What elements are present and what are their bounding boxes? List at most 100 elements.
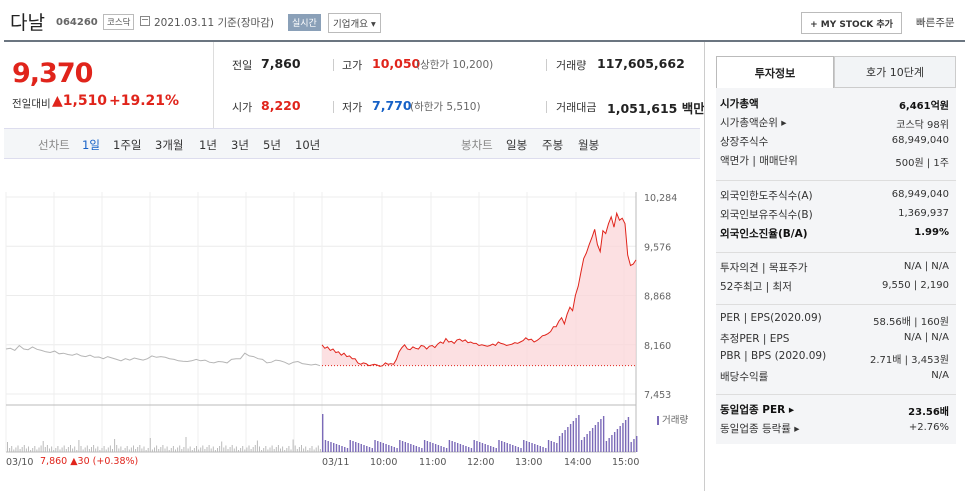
intraday-price-chart[interactable]: 10,284 9,576 8,868 8,160 7,453 03/10 03/11 10:0… [4, 162, 704, 472]
volume-bar [366, 446, 368, 452]
section-divider [716, 180, 956, 181]
period-3m[interactable]: 3개월 [155, 138, 184, 152]
volume-bar [294, 445, 296, 452]
volume-bar [517, 447, 519, 452]
period-3y[interactable]: 3년 [231, 138, 249, 152]
volume-bar [53, 450, 55, 452]
volume-bar [586, 434, 588, 452]
volume-bar [172, 446, 174, 452]
tab-orderbook[interactable]: 호가 10단계 [834, 56, 956, 88]
realtime-button[interactable]: 실시간 [288, 14, 321, 31]
chart-period-bar [4, 128, 700, 159]
volume-bar [61, 447, 63, 452]
period-10y[interactable]: 10년 [295, 138, 321, 152]
company-overview-button[interactable]: 기업개요 ▾ [328, 13, 381, 33]
high-label: 고가 [342, 59, 363, 72]
volume-bar [80, 446, 82, 452]
volume-bar [275, 447, 277, 452]
info-row-label[interactable]: 시가총액순위 ▸ [720, 117, 787, 129]
separator [333, 59, 334, 71]
volume-bar [244, 449, 246, 452]
volume-bar [454, 442, 456, 452]
candle-daily[interactable]: 일봉 [506, 138, 528, 152]
volume-bar [360, 444, 362, 452]
volume-bar [412, 445, 415, 452]
volume-bar [145, 450, 147, 452]
info-row-value: +2.76% [908, 422, 949, 433]
volume-bar [70, 445, 71, 452]
volume-bar [550, 441, 553, 452]
volume-bar [503, 442, 506, 452]
volume-legend-swatch [657, 416, 659, 425]
volume-bar [34, 446, 36, 452]
open-value: 8,220 [261, 98, 301, 113]
info-row-label[interactable]: 동일업종 등락률 ▸ [720, 423, 800, 435]
volume-bar [498, 440, 500, 452]
x-tick-label: 11:00 [419, 457, 446, 468]
volume-bar [166, 446, 168, 452]
volume-bar [273, 449, 275, 452]
candle-weekly[interactable]: 주봉 [542, 138, 564, 152]
volume-bar [298, 447, 300, 452]
volume-bar [307, 450, 309, 452]
info-row-label: PBR | BPS (2020.09) [720, 350, 827, 362]
x-tick-label: 15:00 [612, 457, 639, 468]
prev-day-change: ▲30 [70, 456, 90, 467]
volume-bar [130, 447, 132, 452]
volume-bar [133, 445, 134, 452]
volume-value: 117,605,662 [597, 56, 685, 71]
volume-bar [67, 447, 69, 452]
volume-bar [265, 446, 267, 452]
period-5y[interactable]: 5년 [263, 138, 281, 152]
volume-bar [105, 449, 107, 452]
volume-bar [227, 449, 229, 452]
volume-bar [254, 445, 256, 452]
volume-bar [9, 448, 11, 452]
volume-bar [86, 445, 88, 452]
quick-order-button[interactable]: 빠른주문 [916, 17, 955, 29]
volume-bar [501, 441, 503, 452]
volume-bar [221, 441, 223, 452]
volume-bar [208, 445, 210, 452]
volume-bar [196, 446, 197, 452]
high-value: 10,050 [372, 56, 421, 71]
period-1w[interactable]: 1주일 [113, 138, 142, 152]
volume-bar [421, 448, 423, 452]
tab-investment-info[interactable]: 투자정보 [716, 56, 834, 88]
period-1y[interactable]: 1년 [199, 138, 217, 152]
volume-bar [19, 449, 21, 452]
volume-bar [602, 416, 605, 452]
volume-bar [160, 447, 162, 452]
info-row-label: 액면가 | 매매단위 [720, 155, 798, 167]
volume-bar [608, 438, 610, 452]
volume-bar [443, 447, 445, 452]
volume-bar [333, 443, 335, 452]
volume-bar [564, 430, 566, 452]
period-1d[interactable]: 1일 [82, 138, 100, 152]
volume-bar [156, 445, 158, 452]
volume-bar [225, 445, 227, 452]
candle-chart-label: 봉차트 [461, 138, 493, 152]
candle-monthly[interactable]: 월봉 [578, 138, 600, 152]
volume-bar [591, 428, 594, 452]
x-tick-label: 03/11 [322, 457, 349, 468]
separator [546, 101, 547, 113]
volume-bar [492, 447, 495, 452]
info-row-label[interactable]: 동일업종 PER ▸ [720, 404, 795, 416]
volume-bar [189, 446, 191, 452]
add-my-stock-button[interactable]: + MY STOCK 추가 [801, 12, 902, 34]
price-divider [213, 42, 214, 128]
volume-bar [288, 446, 290, 452]
volume-bar [206, 447, 208, 452]
volume-bar [580, 440, 583, 452]
stock-name: 다날 [10, 12, 45, 34]
volume-bar [437, 445, 440, 452]
volume-bar [346, 448, 349, 452]
volume-bar [72, 448, 74, 452]
volume-bar [97, 446, 99, 452]
volume-bar [393, 447, 396, 452]
volume-bar [633, 439, 635, 452]
line-chart-label: 선차트 [38, 138, 70, 152]
section-divider [716, 252, 956, 253]
volume-bar [170, 448, 172, 452]
